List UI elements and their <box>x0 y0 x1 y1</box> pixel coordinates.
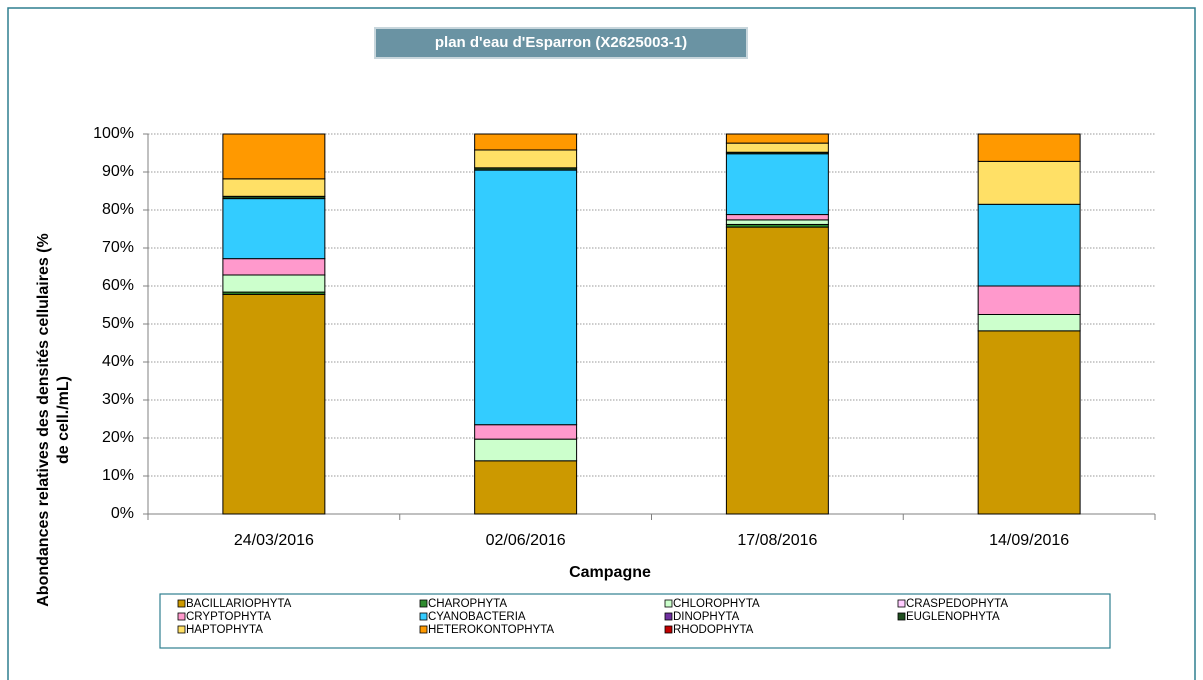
legend-swatch <box>177 612 186 621</box>
bar-segment <box>977 314 1081 332</box>
legend-label: EUGLENOPHYTA <box>906 611 1000 623</box>
bar-segment <box>474 149 578 169</box>
legend-label: DINOPHYTA <box>673 611 740 623</box>
legend-label: CHAROPHYTA <box>428 598 507 610</box>
legend-label: CHLOROPHYTA <box>673 598 760 610</box>
bar-segment <box>222 293 326 515</box>
y-tick-label: 80% <box>102 201 134 218</box>
bar-segment <box>222 274 326 293</box>
bar-segment <box>222 178 326 197</box>
title-box <box>374 27 748 59</box>
legend-swatch <box>419 625 428 634</box>
bar-segment <box>725 214 829 221</box>
legend-label: CYANOBACTERIA <box>428 611 526 623</box>
y-tick-label: 70% <box>102 239 134 256</box>
bar-segment <box>474 438 578 462</box>
legend-swatch <box>664 599 673 608</box>
y-axis-label: de cell./mL) <box>55 376 72 464</box>
legend-label: HAPTOPHYTA <box>186 624 263 636</box>
bar-segment <box>474 460 578 515</box>
y-tick-label: 0% <box>111 505 134 522</box>
bar-segment <box>474 133 578 151</box>
y-tick-label: 10% <box>102 467 134 484</box>
bar-segment <box>977 160 1081 205</box>
chart-title: plan d'eau d'Esparron (X2625003-1) <box>435 34 687 51</box>
bar-segment <box>977 330 1081 515</box>
x-axis-label: Campagne <box>569 564 651 581</box>
bar-segment <box>222 258 326 276</box>
bar-segment <box>222 133 326 180</box>
x-tick-label: 24/03/2016 <box>234 532 314 549</box>
legend-label: RHODOPHYTA <box>673 624 754 636</box>
legend-swatch <box>177 599 186 608</box>
y-tick-label: 90% <box>102 163 134 180</box>
y-tick-label: 60% <box>102 277 134 294</box>
bar-segment <box>474 169 578 426</box>
bar-segment <box>725 226 829 515</box>
x-tick-label: 17/08/2016 <box>737 532 817 549</box>
y-axis-label: Abondances relatives des densités cellul… <box>35 233 52 607</box>
bar-segment <box>474 424 578 440</box>
y-tick-label: 100% <box>93 125 134 142</box>
x-tick-label: 02/06/2016 <box>486 532 566 549</box>
legend-swatch <box>897 599 906 608</box>
legend-box <box>159 593 1111 649</box>
legend-swatch <box>897 612 906 621</box>
legend-label: CRASPEDOPHYTA <box>906 598 1008 610</box>
bar-segment <box>977 133 1081 162</box>
y-tick-label: 40% <box>102 353 134 370</box>
bar-segment <box>725 133 829 144</box>
y-tick-label: 20% <box>102 429 134 446</box>
legend-label: BACILLARIOPHYTA <box>186 598 292 610</box>
bar-segment <box>725 153 829 216</box>
legend-swatch <box>664 612 673 621</box>
bar-segment <box>725 219 829 225</box>
y-tick-label: 50% <box>102 315 134 332</box>
y-tick-label: 30% <box>102 391 134 408</box>
bar-segment <box>977 285 1081 315</box>
legend-label: CRYPTOPHYTA <box>186 611 271 623</box>
legend-swatch <box>419 599 428 608</box>
legend-swatch <box>419 612 428 621</box>
bar-segment <box>222 198 326 260</box>
legend-swatch <box>177 625 186 634</box>
bar-segment <box>977 203 1081 287</box>
bar-segment <box>725 142 829 153</box>
legend-swatch <box>664 625 673 634</box>
x-tick-label: 14/09/2016 <box>989 532 1069 549</box>
legend-label: HETEROKONTOPHYTA <box>428 624 554 636</box>
